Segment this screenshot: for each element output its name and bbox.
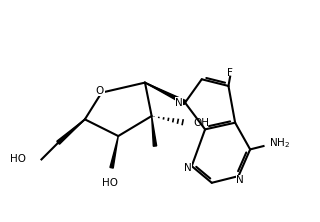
Text: HO: HO bbox=[11, 155, 27, 165]
Text: F: F bbox=[227, 68, 233, 78]
Text: N: N bbox=[175, 98, 183, 108]
Text: OH: OH bbox=[193, 118, 209, 128]
Text: NH$_2$: NH$_2$ bbox=[268, 136, 290, 150]
Polygon shape bbox=[145, 83, 186, 105]
Polygon shape bbox=[152, 116, 157, 146]
Polygon shape bbox=[110, 136, 118, 168]
Text: HO: HO bbox=[102, 178, 118, 188]
Text: N: N bbox=[184, 163, 192, 173]
Text: N: N bbox=[236, 175, 244, 185]
Polygon shape bbox=[57, 119, 85, 144]
Text: O: O bbox=[96, 86, 104, 96]
